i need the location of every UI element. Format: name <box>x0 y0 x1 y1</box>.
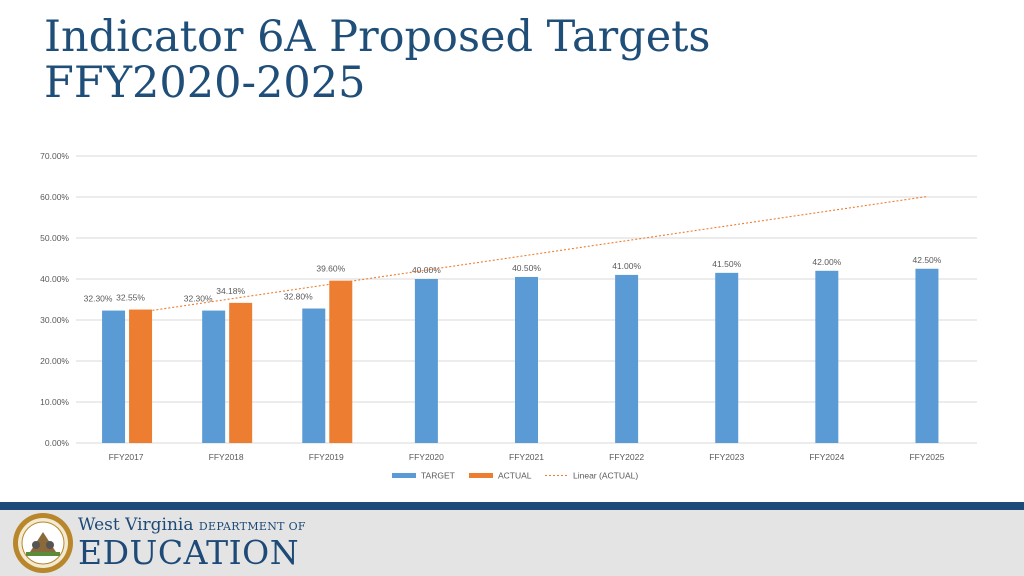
x-tick-label: FFY2023 <box>709 452 744 462</box>
bar-target <box>202 310 226 443</box>
y-tick-label: 40.00% <box>40 274 69 284</box>
x-tick-label: FFY2020 <box>409 452 444 462</box>
y-tick-label: 10.00% <box>40 397 69 407</box>
x-tick-label: FFY2025 <box>909 452 944 462</box>
footer-band <box>0 502 1024 510</box>
y-tick-label: 20.00% <box>40 356 69 366</box>
data-label-actual: 32.55% <box>116 293 145 303</box>
legend-label-target: TARGET <box>421 471 455 481</box>
data-label-target: 32.30% <box>184 294 213 304</box>
x-tick-label: FFY2024 <box>809 452 844 462</box>
data-label-actual: 39.60% <box>316 264 345 274</box>
bar-target <box>102 310 126 443</box>
x-tick-label: FFY2018 <box>209 452 244 462</box>
department-logo-text: West Virginia DEPARTMENT OF EDUCATION <box>78 516 306 570</box>
trendline-actual <box>140 195 928 313</box>
y-tick-label: 30.00% <box>40 315 69 325</box>
bar-actual <box>229 302 253 443</box>
brand-state: West Virginia <box>78 515 194 535</box>
bar-actual <box>129 309 153 443</box>
brand-education: EDUCATION <box>78 533 300 572</box>
legend-label-trendline: Linear (ACTUAL) <box>573 471 638 481</box>
y-tick-label: 50.00% <box>40 233 69 243</box>
bar-target <box>515 276 538 443</box>
bar-target <box>915 268 939 443</box>
bar-chart: 0.00% 10.00% 20.00% 30.00% 40.00% 50.00% 60.00… <box>40 151 977 481</box>
title-line-2: FFY2020-2025 <box>44 58 366 108</box>
brand-dept: DEPARTMENT OF <box>198 520 306 533</box>
data-label-actual: 34.18% <box>216 286 245 296</box>
title-line-1: Indicator 6A Proposed Targets <box>44 12 711 62</box>
data-label-target: 41.00% <box>612 261 641 271</box>
data-label-target: 42.00% <box>812 257 841 267</box>
y-tick-label: 0.00% <box>45 438 70 448</box>
data-label-target: 40.50% <box>512 263 541 273</box>
legend-swatch-target <box>392 473 416 478</box>
bar-actual <box>329 280 353 443</box>
bar-target <box>615 274 639 443</box>
bar-target <box>302 308 326 443</box>
x-tick-label: FFY2021 <box>509 452 544 462</box>
legend-label-actual: ACTUAL <box>498 471 532 481</box>
page-title: Indicator 6A Proposed Targets FFY2020-20… <box>44 14 711 106</box>
data-label-target: 41.50% <box>712 259 741 269</box>
bar-target <box>815 270 839 443</box>
y-tick-label: 70.00% <box>40 151 69 161</box>
data-label-target: 32.80% <box>284 292 313 302</box>
bar-target <box>715 272 739 443</box>
legend-swatch-actual <box>469 473 493 478</box>
data-label-target: 42.50% <box>913 255 942 265</box>
bar-target <box>414 279 438 443</box>
state-seal-icon <box>13 513 73 573</box>
x-tick-label: FFY2019 <box>309 452 344 462</box>
x-tick-label: FFY2017 <box>109 452 144 462</box>
data-label-target: 32.30% <box>84 294 113 304</box>
x-tick-label: FFY2022 <box>609 452 644 462</box>
y-tick-label: 60.00% <box>40 192 69 202</box>
footer: West Virginia DEPARTMENT OF EDUCATION <box>0 510 1024 576</box>
